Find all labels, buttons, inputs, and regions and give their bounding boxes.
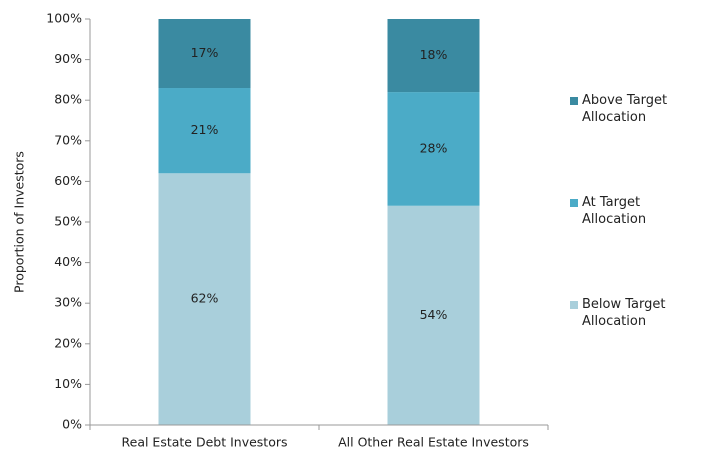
y-tick-label: 90% bbox=[54, 51, 82, 66]
legend-label: Below Target Allocation bbox=[582, 297, 666, 329]
data-label: 21% bbox=[191, 122, 219, 137]
y-tick-label: 0% bbox=[62, 417, 82, 432]
y-tick-label: 10% bbox=[54, 376, 82, 391]
bar-segment bbox=[387, 205, 480, 425]
data-label: 17% bbox=[191, 45, 219, 60]
data-label: 28% bbox=[420, 140, 448, 155]
y-tick-label: 40% bbox=[54, 254, 82, 269]
data-label: 18% bbox=[420, 47, 448, 62]
legend-swatch bbox=[570, 301, 578, 309]
y-tick-label: 20% bbox=[54, 335, 82, 350]
bar-segment bbox=[387, 92, 480, 206]
data-label: 54% bbox=[420, 307, 448, 322]
legend-entry: Above Target Allocation bbox=[570, 92, 700, 126]
legend-entry: Below Target Allocation bbox=[570, 296, 700, 330]
legend-swatch bbox=[570, 97, 578, 105]
y-tick-label: 70% bbox=[54, 132, 82, 147]
bar-segment bbox=[158, 88, 251, 174]
data-label: 62% bbox=[191, 291, 219, 306]
y-axis-label: Proportion of Investors bbox=[12, 151, 27, 293]
y-tick-label: 50% bbox=[54, 214, 82, 229]
legend-entry: At Target Allocation bbox=[570, 194, 700, 228]
bar-segment bbox=[387, 19, 480, 93]
bar-segment bbox=[158, 173, 251, 425]
y-tick-label: 100% bbox=[46, 11, 82, 26]
x-tick-label: Real Estate Debt Investors bbox=[122, 435, 288, 450]
bar-segment bbox=[158, 19, 251, 89]
x-tick-label: All Other Real Estate Investors bbox=[338, 435, 529, 450]
y-tick-label: 30% bbox=[54, 295, 82, 310]
y-tick-label: 80% bbox=[54, 92, 82, 107]
legend-label: At Target Allocation bbox=[582, 195, 647, 227]
y-tick-label: 60% bbox=[54, 173, 82, 188]
legend-label: Above Target Allocation bbox=[582, 93, 668, 125]
legend-swatch bbox=[570, 199, 578, 207]
